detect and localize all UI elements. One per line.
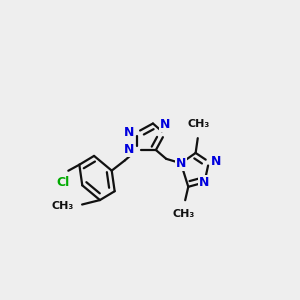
- Text: N: N: [124, 143, 134, 157]
- Text: N: N: [199, 176, 210, 189]
- Text: CH₃: CH₃: [188, 119, 210, 129]
- Text: Cl: Cl: [56, 176, 70, 189]
- Text: CH₃: CH₃: [51, 201, 74, 211]
- Text: CH₃: CH₃: [173, 209, 195, 219]
- Text: N: N: [176, 157, 186, 170]
- Text: N: N: [160, 118, 170, 131]
- Text: N: N: [124, 126, 134, 139]
- Text: N: N: [211, 155, 222, 168]
